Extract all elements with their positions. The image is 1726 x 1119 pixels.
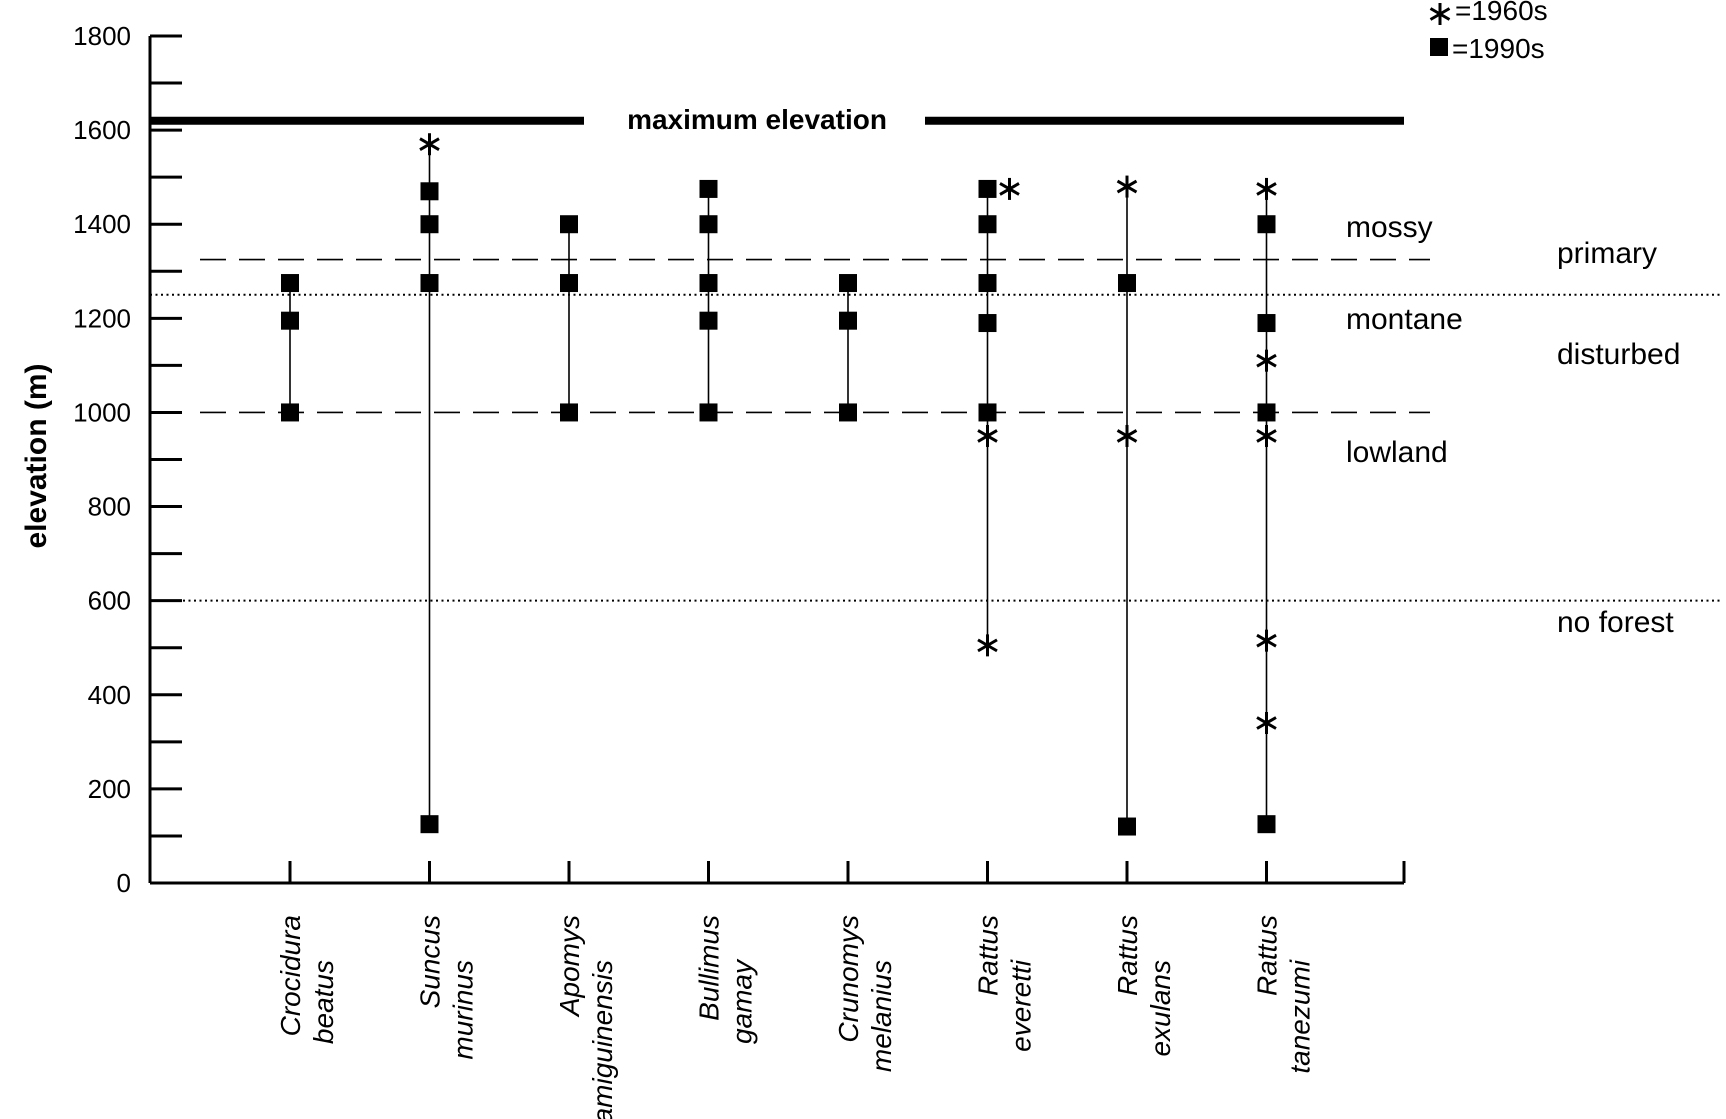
zone-label-no-forest: no forest — [1557, 606, 1674, 639]
data-point-1960s — [1116, 424, 1138, 447]
data-point-1990s — [1257, 815, 1276, 834]
species-genus-label: Rattus — [973, 915, 1004, 996]
data-point-1990s — [281, 403, 299, 422]
species-genus-label: Apomys — [554, 915, 585, 1018]
data-point-1990s — [1118, 817, 1136, 836]
data-point-1990s — [839, 274, 857, 293]
y-tick-label: 200 — [88, 774, 131, 804]
y-tick-label: 400 — [88, 680, 131, 710]
data-point-1990s — [560, 215, 578, 234]
data-point-1990s — [1257, 314, 1276, 333]
legend-1990s-marker — [1430, 38, 1448, 56]
data-point-1960s — [1256, 177, 1277, 200]
species-label: Crocidura beatus — [275, 915, 339, 1044]
species-genus-label: Crunomys — [833, 915, 864, 1043]
data-point-1990s — [839, 311, 857, 330]
species-genus-label: Suncus — [415, 915, 446, 1008]
species-epithet-label: tanezumi — [1285, 959, 1316, 1073]
y-axis-label: elevation (m) — [20, 363, 53, 548]
species-genus-label: Rattus — [1112, 915, 1143, 996]
data-point-1990s — [420, 274, 439, 293]
species-genus-label: Rattus — [1252, 915, 1283, 996]
data-point-1990s — [978, 215, 997, 234]
data-point-1960s — [977, 424, 998, 447]
data-point-1990s — [699, 403, 718, 422]
species-label: Apomys camiguinensis — [554, 915, 618, 1119]
data-point-1990s — [420, 215, 439, 234]
y-tick-label: 1400 — [73, 209, 131, 239]
species-epithet-label: exulans — [1145, 960, 1176, 1057]
zone-label-disturbed: disturbed — [1557, 338, 1680, 371]
y-tick-label: 0 — [117, 868, 131, 898]
data-point-1990s — [978, 274, 997, 293]
data-point-1990s — [560, 403, 578, 422]
data-point-1990s — [281, 274, 299, 293]
data-series — [281, 133, 1277, 836]
data-point-1990s — [699, 179, 718, 198]
data-point-1990s — [1257, 215, 1276, 234]
data-point-1990s — [1118, 274, 1136, 293]
data-point-1990s — [699, 215, 718, 234]
y-tick-label: 600 — [88, 586, 131, 616]
data-point-1990s — [420, 815, 439, 834]
data-point-1990s — [281, 311, 299, 330]
data-point-1990s — [978, 403, 997, 422]
reference-lines — [150, 116, 1720, 602]
y-tick-label: 1600 — [73, 115, 131, 145]
species-genus-label: Bullimus — [694, 915, 725, 1021]
zone-label-primary: primary — [1557, 237, 1657, 270]
data-point-1990s — [1257, 403, 1276, 422]
data-point-1960s — [419, 133, 440, 156]
maximum-elevation-label: maximum elevation — [627, 104, 887, 135]
y-tick-label: 800 — [88, 492, 131, 522]
data-point-1990s — [839, 403, 857, 422]
legend-1960s-label: =1960s — [1455, 0, 1548, 26]
species-label: Bullimus gamay — [694, 915, 758, 1044]
species-epithet-label: melanius — [866, 960, 897, 1072]
data-point-1990s — [978, 314, 997, 333]
species-epithet-label: beatus — [308, 960, 339, 1044]
legend: =1960s =1990s — [1429, 0, 1548, 64]
data-point-1960s — [999, 177, 1020, 200]
data-point-1960s — [977, 634, 998, 657]
species-label: Crunomys melanius — [833, 915, 897, 1072]
data-point-1960s — [1256, 629, 1277, 652]
data-point-1960s — [1256, 349, 1277, 372]
y-tick-label: 1000 — [73, 397, 131, 427]
species-epithet-label: murinus — [448, 960, 479, 1060]
data-point-1990s — [699, 311, 718, 330]
data-point-1990s — [978, 179, 997, 198]
species-epithet-label: camiguinensis — [587, 960, 618, 1119]
species-genus-label: Crocidura — [275, 915, 306, 1036]
zone-label-montane: montane — [1346, 303, 1463, 336]
species-epithet-label: everetti — [1006, 959, 1037, 1052]
y-tick-label: 1800 — [73, 21, 131, 51]
zone-label-lowland: lowland — [1346, 436, 1448, 469]
axes: 0 200 400 600 800 1000 1200 1400 1600 1800 Crocidu… — [73, 21, 1406, 1119]
data-point-1960s — [1256, 712, 1277, 735]
legend-1990s-label: =1990s — [1452, 33, 1545, 64]
data-point-1960s — [1256, 424, 1277, 447]
data-point-1990s — [560, 274, 578, 293]
zone-label-mossy: mossy — [1346, 211, 1433, 244]
species-epithet-label: gamay — [727, 958, 758, 1044]
data-point-1990s — [420, 182, 439, 201]
species-label: Suncus murinus — [415, 915, 479, 1060]
data-point-1960s — [1116, 175, 1138, 198]
data-point-1990s — [699, 274, 718, 293]
legend-1960s-marker — [1429, 3, 1451, 25]
y-tick-label: 1200 — [73, 303, 131, 333]
